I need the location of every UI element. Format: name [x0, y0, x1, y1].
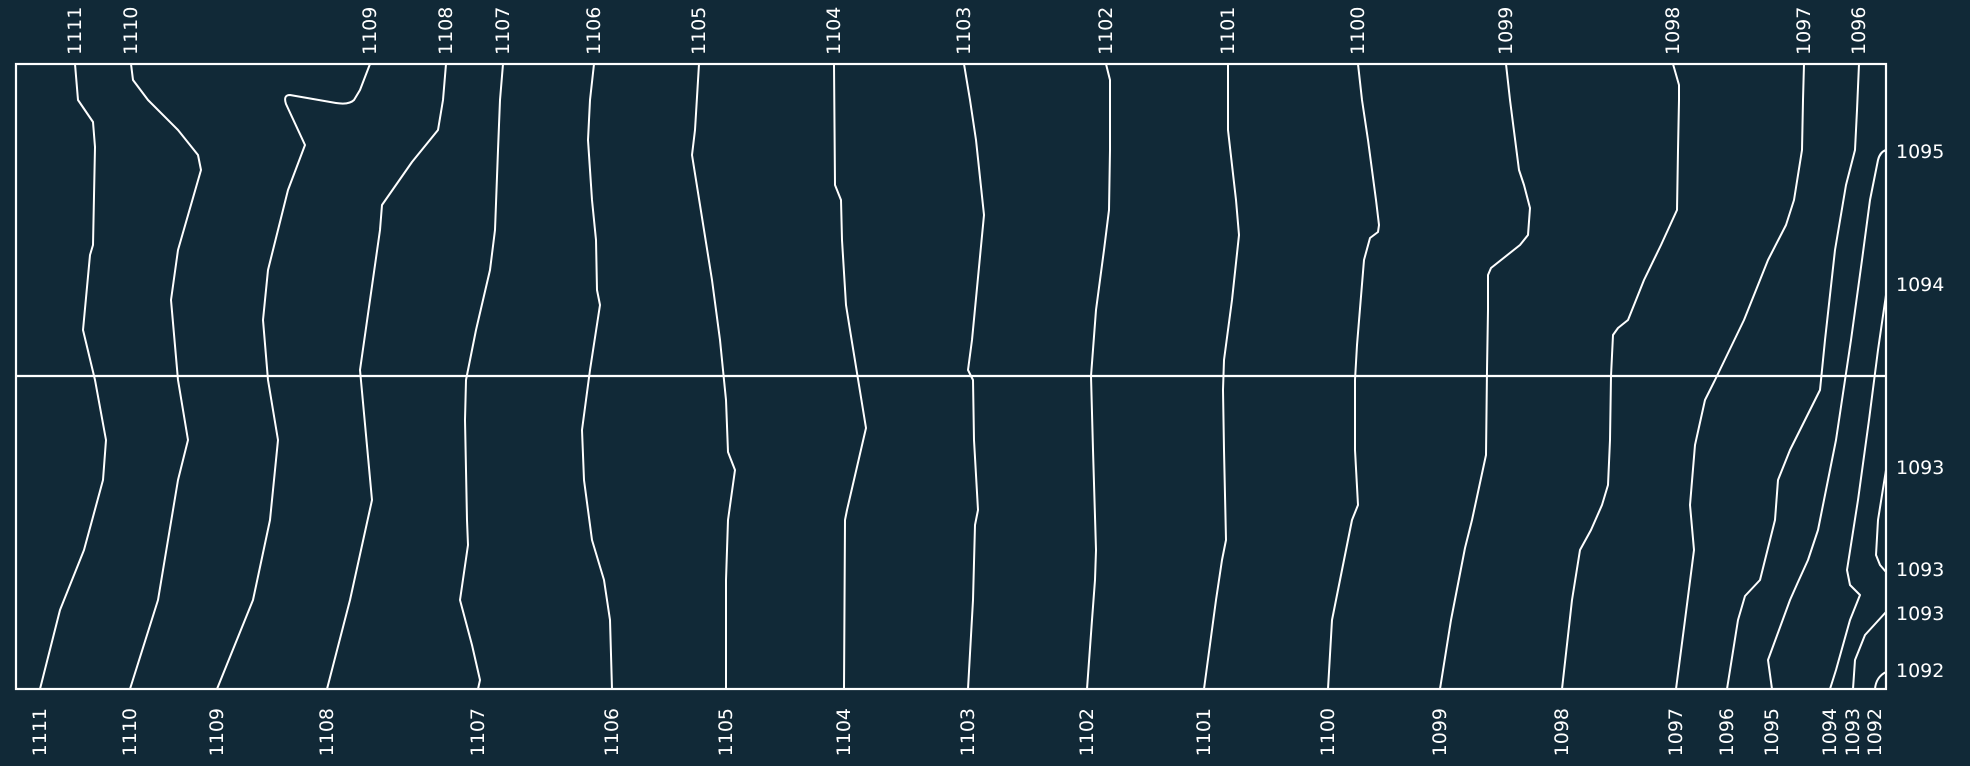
contour-line-1105: [691, 63, 736, 690]
right-label: 1093: [1896, 603, 1944, 625]
bottom-label: 1096: [1716, 708, 1738, 756]
contour-line-1096: [1726, 63, 1860, 690]
right-label: 1095: [1896, 141, 1944, 163]
top-label: 1109: [359, 7, 381, 55]
contour-line-1101: [1203, 63, 1240, 690]
bottom-labels: 1111 1110 1109 1108 1107 1106 1105 1104 1103 1102…: [29, 708, 1886, 756]
bottom-label: 1109: [206, 708, 228, 756]
top-label: 1107: [492, 7, 514, 55]
bottom-label: 1104: [833, 708, 855, 756]
contour-line-1094: [1829, 294, 1887, 690]
contour-line-1104: [833, 63, 867, 690]
bottom-label: 1092: [1864, 708, 1886, 756]
contour-line-1108: [326, 63, 447, 690]
contour-line-1107: [459, 63, 504, 690]
contour-line-1097: [1675, 63, 1805, 690]
top-label: 1111: [64, 7, 86, 55]
contour-line-1109: [216, 63, 371, 690]
right-label: 1094: [1896, 274, 1944, 296]
contour-line-1093: [1875, 469, 1887, 573]
top-label: 1096: [1848, 7, 1870, 55]
contour-line-1099: [1439, 63, 1531, 690]
top-label: 1097: [1793, 7, 1815, 55]
contour-line-1093b: [1852, 611, 1887, 690]
top-label: 1101: [1217, 7, 1239, 55]
contour-line-1100: [1327, 63, 1380, 690]
right-labels: 1095 1094 1093 1093 1093 1092: [1896, 141, 1944, 682]
bottom-label: 1107: [467, 708, 489, 756]
bottom-label: 1106: [601, 708, 623, 756]
contour-line-1111: [39, 63, 107, 690]
top-labels: 1111 1110 1109 1108 1107 1106 1105 1104 1103 1102…: [64, 7, 1870, 55]
bottom-label: 1110: [119, 708, 141, 756]
top-label: 1108: [435, 7, 457, 55]
right-label: 1092: [1896, 660, 1944, 682]
bottom-label: 1100: [1317, 708, 1339, 756]
contour-line-1098: [1561, 63, 1680, 690]
top-label: 1102: [1095, 7, 1117, 55]
bottom-label: 1095: [1761, 708, 1783, 756]
bottom-label: 1094: [1819, 708, 1841, 756]
contour-line-1095: [1767, 149, 1887, 690]
bottom-label: 1102: [1076, 708, 1098, 756]
bottom-label: 1101: [1193, 708, 1215, 756]
top-label: 1103: [953, 7, 975, 55]
top-label: 1099: [1495, 7, 1517, 55]
bottom-label: 1103: [957, 708, 979, 756]
top-label: 1105: [688, 7, 710, 55]
bottom-label: 1098: [1551, 708, 1573, 756]
top-label: 1104: [823, 7, 845, 55]
right-label: 1093: [1896, 559, 1944, 581]
right-label: 1093: [1896, 457, 1944, 479]
bottom-label: 1093: [1842, 708, 1864, 756]
bottom-label: 1108: [316, 708, 338, 756]
top-label: 1098: [1662, 7, 1684, 55]
contour-line-1106: [581, 63, 613, 690]
bottom-label: 1105: [715, 708, 737, 756]
contour-line-1092: [1874, 671, 1887, 690]
contour-lines: [39, 63, 1887, 690]
contour-line-1110: [129, 63, 202, 690]
bottom-label: 1097: [1665, 708, 1687, 756]
top-label: 1100: [1347, 7, 1369, 55]
bottom-label: 1111: [29, 708, 51, 756]
top-label: 1110: [120, 7, 142, 55]
contour-line-1102: [1086, 63, 1111, 690]
contour-line-1103: [963, 63, 985, 690]
bottom-label: 1099: [1429, 708, 1451, 756]
top-label: 1106: [583, 7, 605, 55]
